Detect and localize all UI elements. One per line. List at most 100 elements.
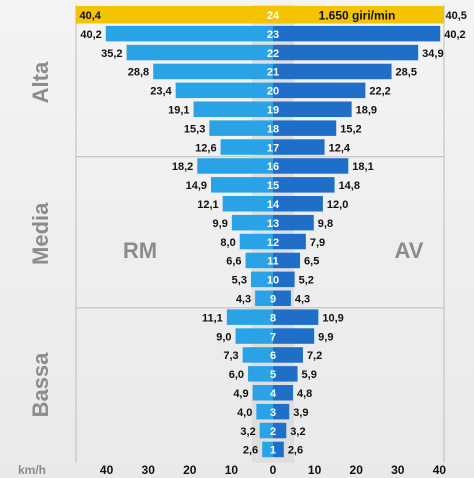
value-label-rm: 12,6 — [195, 142, 216, 154]
value-label-rm: 12,1 — [197, 199, 218, 211]
bar-av — [273, 177, 335, 193]
gear-label: 17 — [267, 142, 279, 154]
bar-rm — [153, 63, 273, 80]
bar-av — [273, 271, 295, 288]
bar-av — [273, 422, 287, 439]
value-label-av: 18,9 — [356, 105, 377, 117]
bar-rm — [235, 328, 273, 344]
bar-av — [273, 214, 314, 231]
bar-av — [273, 139, 325, 155]
gear-label: 24 — [267, 10, 280, 22]
highlight-label: 1.650 giri/min — [319, 9, 396, 23]
bar-rm — [250, 271, 273, 288]
gear-label: 2 — [270, 426, 276, 438]
value-label-rm: 40,2 — [80, 29, 101, 41]
x-tick-label: 0 — [270, 463, 277, 477]
bar-rm — [248, 366, 273, 382]
bar-av — [273, 309, 319, 325]
bar-rm — [197, 158, 273, 174]
value-label-av: 40,2 — [444, 29, 465, 41]
bar-rm — [105, 25, 273, 42]
gear-label: 11 — [267, 256, 279, 268]
value-label-rm: 4,0 — [237, 407, 252, 419]
value-label-av: 34,9 — [422, 48, 443, 60]
bar-av — [273, 158, 349, 174]
value-label-av: 18,1 — [352, 161, 373, 173]
x-tick-label: 40 — [100, 463, 114, 477]
value-label-av: 4,8 — [297, 388, 312, 400]
gear-label: 16 — [267, 161, 279, 173]
value-label-av: 22,2 — [369, 86, 390, 98]
value-label-rm: 6,0 — [229, 369, 244, 381]
gear-label: 23 — [267, 29, 279, 41]
bar-rm — [255, 290, 273, 306]
gear-label: 15 — [267, 180, 279, 192]
x-tick-label: 10 — [308, 463, 322, 477]
value-label-rm: 28,8 — [128, 67, 149, 79]
range-label-alta: Alta — [28, 61, 53, 103]
gear-label: 18 — [267, 123, 279, 135]
bar-rm — [259, 422, 273, 439]
gear-label: 19 — [267, 105, 279, 117]
value-label-rm: 11,1 — [202, 312, 223, 324]
x-tick-label: 10 — [225, 463, 239, 477]
bar-rm — [220, 139, 273, 155]
value-label-rm: 6,6 — [226, 256, 241, 268]
bar-rm — [175, 82, 273, 99]
x-tick-label: 20 — [350, 463, 364, 477]
bar-rm — [252, 385, 273, 401]
value-label-rm: 3,2 — [240, 426, 255, 438]
bar-rm — [242, 347, 273, 363]
value-label-av: 3,2 — [290, 426, 305, 438]
x-tick-label: 40 — [433, 463, 447, 477]
bar-rm — [104, 7, 273, 23]
bar-av — [273, 347, 303, 363]
value-label-rm: 9,0 — [216, 331, 231, 343]
range-label-bassa: Bassa — [28, 352, 53, 418]
range-label-media: Media — [28, 202, 53, 265]
gear-label: 3 — [270, 407, 276, 419]
bar-rm — [193, 101, 273, 117]
value-label-av: 10,9 — [322, 312, 343, 324]
value-label-av: 9,8 — [318, 218, 333, 230]
side-label-rm: RM — [123, 238, 157, 263]
bar-rm — [262, 441, 273, 458]
value-label-rm: 35,2 — [101, 48, 122, 60]
value-label-rm: 15,3 — [184, 123, 205, 135]
gear-label: 10 — [267, 275, 279, 287]
gear-label: 21 — [267, 67, 279, 79]
bar-av — [273, 441, 284, 458]
bar-av — [273, 82, 366, 99]
value-label-rm: 23,4 — [150, 86, 172, 98]
bar-av — [273, 366, 298, 382]
value-label-av: 40,5 — [445, 10, 466, 22]
bar-av — [273, 252, 301, 269]
value-label-rm: 14,9 — [186, 180, 207, 192]
value-label-rm: 18,2 — [172, 161, 193, 173]
value-label-rm: 4,9 — [233, 388, 248, 400]
bar-rm — [211, 177, 273, 193]
value-label-av: 12,4 — [329, 142, 351, 154]
gear-label: 8 — [270, 312, 276, 324]
value-label-av: 28,5 — [396, 67, 417, 79]
bar-rm — [231, 214, 273, 231]
x-tick-label: 30 — [391, 463, 405, 477]
gear-label: 7 — [270, 331, 276, 343]
bar-av — [273, 63, 392, 80]
bar-rm — [222, 196, 273, 212]
value-label-rm: 8,0 — [220, 237, 235, 249]
gear-label: 9 — [270, 294, 276, 306]
value-label-av: 7,9 — [310, 237, 325, 249]
value-label-rm: 19,1 — [168, 105, 189, 117]
value-label-rm: 40,4 — [80, 10, 102, 22]
bar-av — [273, 196, 323, 212]
value-label-rm: 7,3 — [223, 350, 238, 362]
gear-label: 1 — [270, 445, 276, 457]
bar-rm — [226, 309, 273, 325]
value-label-av: 14,8 — [339, 180, 360, 192]
bar-rm — [209, 120, 273, 136]
value-label-rm: 5,3 — [232, 275, 247, 287]
value-label-av: 5,2 — [299, 275, 314, 287]
bar-rm — [256, 403, 273, 420]
